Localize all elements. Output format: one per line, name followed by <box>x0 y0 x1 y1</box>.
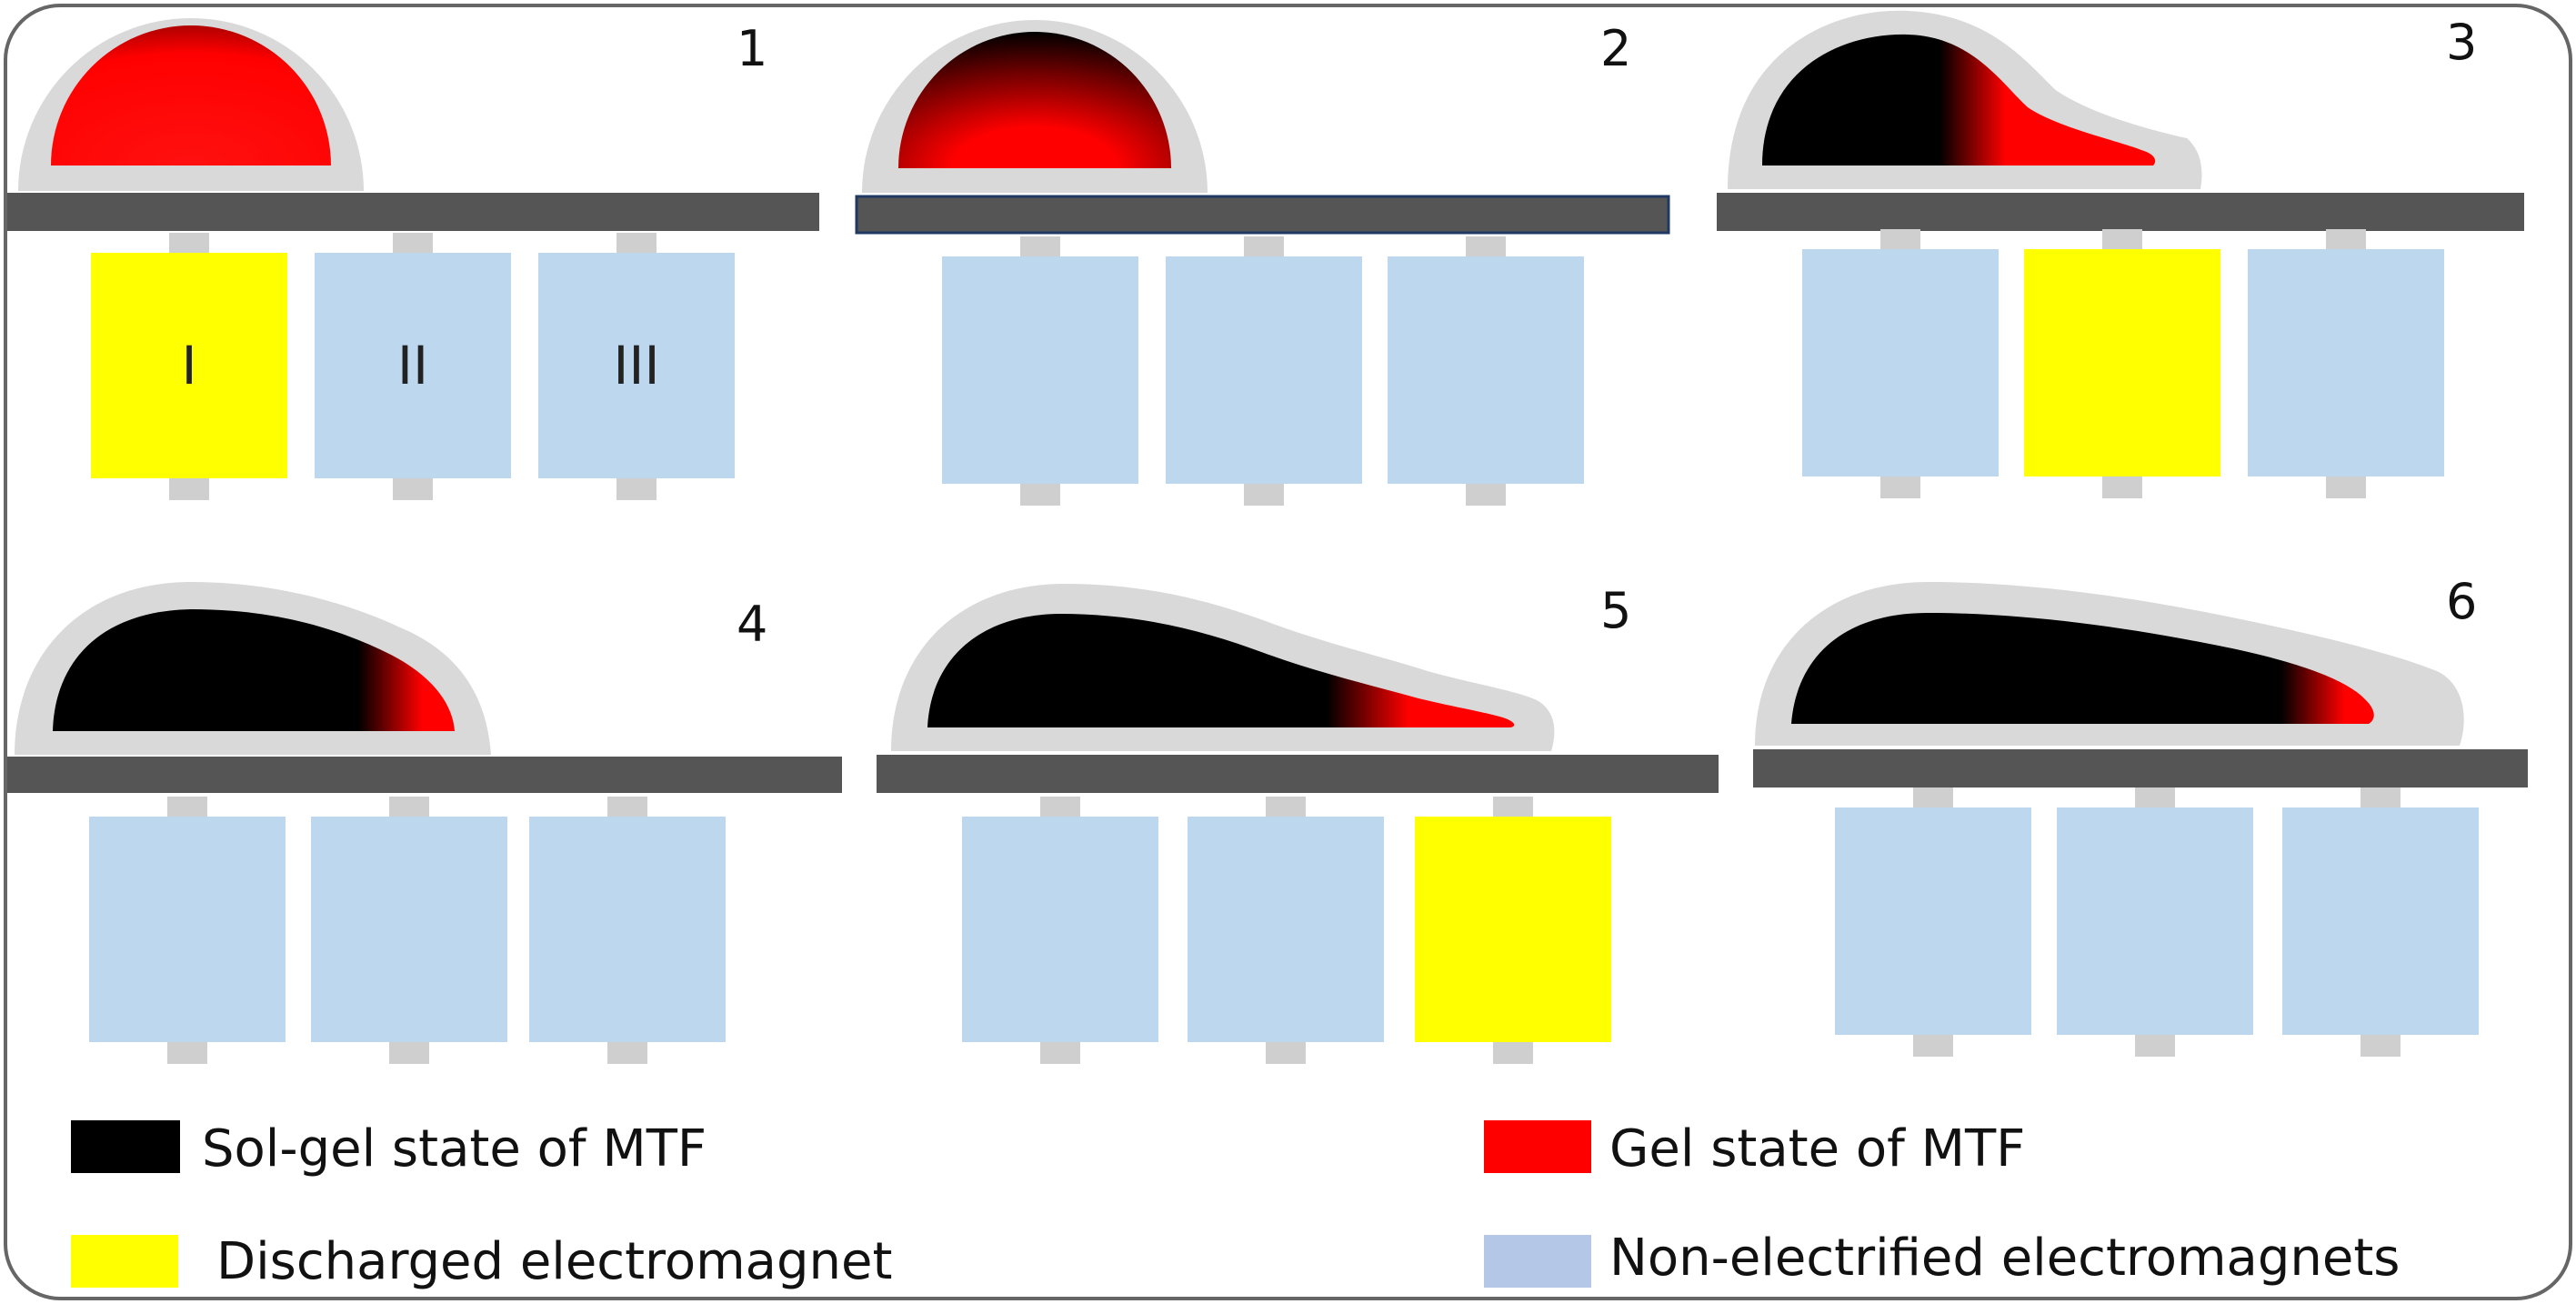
electromagnet-row <box>89 797 726 1064</box>
electromagnet-stub-bottom <box>389 1040 429 1064</box>
electromagnet-stub-bottom <box>1493 1040 1533 1064</box>
electromagnet-non-electrified <box>1835 807 2031 1035</box>
electromagnet-stub-bottom <box>1880 475 1920 498</box>
legend-label-gel: Gel state of MTF <box>1609 1119 2025 1179</box>
electromagnet-stub-bottom <box>169 476 209 500</box>
electromagnet-non-electrified <box>538 253 735 478</box>
panel-6: 6 <box>1753 573 2528 1057</box>
electromagnet-non-electrified <box>89 817 286 1042</box>
substrate-plate <box>1753 749 2528 787</box>
electromagnet-stub-top <box>2360 787 2401 809</box>
electromagnet-label: III <box>613 335 659 396</box>
electromagnet-discharged <box>1415 817 1611 1042</box>
droplet-gel <box>51 25 331 166</box>
electromagnet-non-electrified <box>315 253 511 478</box>
electromagnet-stub-top <box>1466 236 1506 258</box>
electromagnet-stub-top <box>1493 797 1533 818</box>
electromagnet-stub-top <box>2102 229 2142 251</box>
electromagnet-non-electrified <box>1388 256 1584 484</box>
electromagnet-stub-bottom <box>2326 475 2366 498</box>
electromagnet-row: I II III <box>91 233 735 500</box>
panel-number: 2 <box>1600 20 1631 77</box>
electromagnet-stub-bottom <box>1244 482 1284 506</box>
electromagnet-stub-top <box>389 797 429 818</box>
electromagnet-non-electrified <box>2282 807 2479 1035</box>
electromagnet-stub-bottom <box>1266 1040 1306 1064</box>
electromagnet-stub-bottom <box>2135 1033 2175 1057</box>
substrate-plate <box>877 755 1719 793</box>
electromagnet-discharged <box>2024 249 2220 476</box>
electromagnet-non-electrified <box>962 817 1158 1042</box>
electromagnet-stub-top <box>1266 797 1306 818</box>
electromagnet-non-electrified <box>1166 256 1362 484</box>
substrate-plate <box>1717 193 2524 231</box>
electromagnet-stub-top <box>1040 797 1080 818</box>
substrate-plate <box>7 193 819 231</box>
electromagnet-stub-bottom <box>1020 482 1060 506</box>
droplet-sol-gel-gel <box>1762 34 2156 166</box>
electromagnet-row <box>1802 229 2444 498</box>
electromagnet-stub-bottom <box>1466 482 1506 506</box>
electromagnet-non-electrified <box>1802 249 1999 476</box>
electromagnet-stub-top <box>2326 229 2366 251</box>
legend-label-non-electrified: Non-electrified electromagnets <box>1609 1229 2400 1288</box>
electromagnet-stub-top <box>1913 787 1953 809</box>
electromagnet-stub-top <box>1244 236 1284 258</box>
electromagnet-discharged <box>91 253 287 478</box>
electromagnet-non-electrified <box>311 817 507 1042</box>
electromagnet-row <box>942 236 1584 506</box>
droplet-sol-gel-gel <box>53 609 455 731</box>
panel-number: 4 <box>737 596 767 653</box>
electromagnet-stub-bottom <box>2102 475 2142 498</box>
electromagnet-row <box>962 797 1611 1064</box>
panel-number: 5 <box>1600 582 1631 639</box>
electromagnet-stub-bottom <box>167 1040 207 1064</box>
electromagnet-label: II <box>397 335 428 396</box>
panel-1: 1 I II III <box>7 18 819 500</box>
electromagnet-stub-bottom <box>393 476 433 500</box>
electromagnet-row <box>1835 787 2479 1057</box>
electromagnet-stub-bottom <box>1913 1033 1953 1057</box>
electromagnet-stub-bottom <box>1040 1040 1080 1064</box>
electromagnet-stub-top <box>393 233 433 255</box>
electromagnet-stub-top <box>1880 229 1920 251</box>
electromagnet-non-electrified <box>1188 817 1384 1042</box>
electromagnet-non-electrified <box>2057 807 2253 1035</box>
electromagnet-stub-top <box>607 797 647 818</box>
legend-label-discharged: Discharged electromagnet <box>216 1232 892 1291</box>
electromagnet-stub-top <box>2135 787 2175 809</box>
droplet-sol-gel-gel <box>1791 613 2374 724</box>
panel-2: 2 <box>855 20 1670 506</box>
electromagnet-non-electrified <box>942 256 1138 484</box>
droplet-sol-gel-gel <box>898 32 1171 168</box>
legend-swatch-gel <box>1484 1120 1591 1173</box>
legend-swatch-non-electrified <box>1484 1235 1591 1288</box>
electromagnet-stub-top <box>616 233 657 255</box>
panel-number: 6 <box>2446 573 2477 630</box>
legend-label-sol-gel: Sol-gel state of MTF <box>202 1119 707 1179</box>
droplet-sol-gel-gel <box>927 614 1515 727</box>
electromagnet-non-electrified <box>529 817 726 1042</box>
legend-swatch-sol-gel <box>71 1120 180 1173</box>
legend-swatch-discharged <box>71 1235 178 1288</box>
electromagnet-stub-top <box>1020 236 1060 258</box>
panel-5: 5 <box>877 582 1719 1064</box>
substrate-plate <box>7 757 842 793</box>
panel-4: 4 <box>7 582 842 1064</box>
electromagnet-non-electrified <box>2248 249 2444 476</box>
panel-number: 1 <box>737 20 767 77</box>
electromagnet-stub-top <box>169 233 209 255</box>
electromagnet-stub-bottom <box>616 476 657 500</box>
electromagnet-label: I <box>181 335 196 396</box>
legend: Sol-gel state of MTF Gel state of MTF Di… <box>71 1119 2400 1291</box>
electromagnet-stub-top <box>167 797 207 818</box>
substrate-plate <box>855 195 1670 235</box>
electromagnet-stub-bottom <box>2360 1033 2401 1057</box>
electromagnet-stub-bottom <box>607 1040 647 1064</box>
panel-3: 3 <box>1717 10 2524 498</box>
panel-number: 3 <box>2446 14 2477 71</box>
